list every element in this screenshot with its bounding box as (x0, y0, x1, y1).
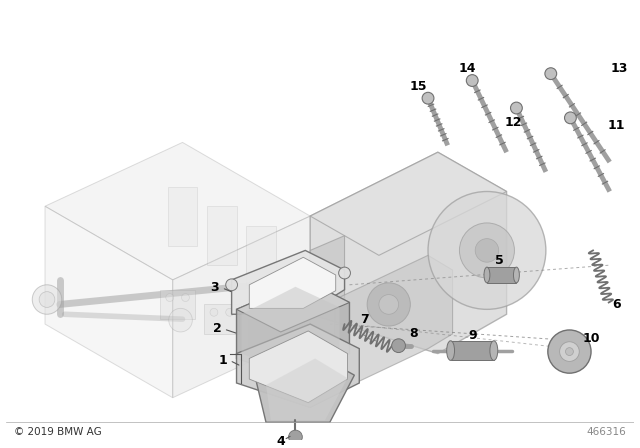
Circle shape (226, 308, 234, 316)
Text: 10: 10 (582, 332, 600, 345)
Text: 4: 4 (276, 435, 285, 448)
Circle shape (210, 308, 218, 316)
Circle shape (511, 102, 522, 114)
Circle shape (367, 283, 410, 326)
Circle shape (166, 293, 173, 302)
Text: 2: 2 (212, 323, 221, 336)
Polygon shape (246, 226, 276, 285)
Polygon shape (237, 324, 359, 408)
Circle shape (291, 432, 300, 442)
Polygon shape (45, 142, 310, 280)
Circle shape (254, 323, 262, 331)
Ellipse shape (513, 267, 519, 283)
Text: 8: 8 (409, 327, 418, 340)
Circle shape (559, 342, 579, 362)
FancyBboxPatch shape (487, 267, 516, 283)
Polygon shape (160, 290, 195, 319)
Ellipse shape (447, 341, 454, 360)
Polygon shape (45, 206, 173, 398)
Polygon shape (310, 152, 507, 353)
Polygon shape (204, 305, 239, 334)
Polygon shape (335, 255, 452, 393)
Text: 1: 1 (218, 354, 227, 367)
Polygon shape (207, 206, 237, 265)
Circle shape (545, 68, 557, 80)
Polygon shape (237, 280, 349, 332)
Circle shape (467, 75, 478, 86)
Polygon shape (237, 280, 349, 381)
Circle shape (169, 308, 193, 332)
Polygon shape (173, 216, 310, 398)
Text: 11: 11 (608, 119, 625, 132)
Circle shape (564, 112, 576, 124)
Circle shape (428, 191, 546, 310)
Ellipse shape (484, 267, 490, 283)
Text: 6: 6 (612, 298, 621, 311)
Text: 13: 13 (611, 62, 628, 75)
Polygon shape (168, 186, 197, 246)
Ellipse shape (490, 341, 498, 360)
Circle shape (392, 339, 405, 353)
Polygon shape (310, 236, 344, 319)
Circle shape (422, 92, 434, 104)
Polygon shape (241, 287, 340, 375)
FancyBboxPatch shape (451, 341, 494, 360)
Circle shape (270, 323, 278, 331)
Circle shape (566, 348, 573, 356)
Text: 7: 7 (360, 313, 369, 326)
Circle shape (339, 267, 351, 279)
Circle shape (39, 292, 55, 307)
Text: 14: 14 (458, 62, 476, 75)
Circle shape (379, 295, 399, 314)
Circle shape (182, 293, 189, 302)
Text: © 2019 BMW AG: © 2019 BMW AG (13, 427, 101, 437)
Text: 15: 15 (410, 80, 427, 93)
Text: 5: 5 (495, 254, 504, 267)
Circle shape (32, 285, 61, 314)
Circle shape (226, 279, 237, 291)
Circle shape (460, 223, 515, 278)
Circle shape (548, 330, 591, 373)
Polygon shape (250, 257, 336, 308)
Polygon shape (256, 353, 355, 422)
Polygon shape (266, 358, 348, 420)
Polygon shape (232, 250, 344, 314)
Circle shape (475, 239, 499, 262)
Polygon shape (248, 319, 284, 349)
Polygon shape (310, 152, 507, 255)
Text: 9: 9 (468, 329, 477, 342)
Text: 12: 12 (505, 116, 522, 129)
Text: 3: 3 (211, 281, 220, 294)
Circle shape (289, 430, 302, 444)
Text: 466316: 466316 (587, 427, 627, 437)
Polygon shape (250, 331, 348, 403)
